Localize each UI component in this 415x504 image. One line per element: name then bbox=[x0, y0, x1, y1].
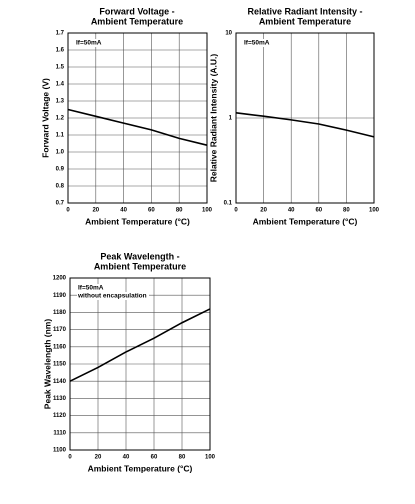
x-tick-label: 0 bbox=[68, 455, 72, 461]
x-tick-label: 100 bbox=[369, 208, 380, 214]
data-line bbox=[67, 108, 208, 146]
y-tick-label: 1.0 bbox=[56, 150, 65, 156]
y-tick-label: 1190 bbox=[53, 293, 67, 299]
x-tick-label: 100 bbox=[202, 208, 213, 214]
y-tick-label: 1170 bbox=[53, 327, 67, 333]
y-tick-label: 1150 bbox=[53, 362, 67, 368]
x-tick-label: 20 bbox=[92, 208, 99, 214]
y-tick-label: 1.7 bbox=[56, 31, 65, 37]
x-tick-label: 60 bbox=[315, 208, 322, 214]
x-tick-label: 100 bbox=[205, 455, 216, 461]
y-tick-label: 1.2 bbox=[56, 116, 65, 122]
y-tick-label: 0.1 bbox=[224, 201, 233, 207]
x-tick-label: 0 bbox=[234, 208, 238, 214]
chart-title: Ambient Temperature bbox=[259, 16, 351, 26]
x-tick-label: 40 bbox=[120, 208, 127, 214]
x-tick-label: 40 bbox=[288, 208, 295, 214]
x-axis-label: Ambient Temperature (°C) bbox=[253, 216, 358, 226]
annotation: If=50mA bbox=[76, 40, 102, 47]
chart: Peak Wavelength -Ambient Temperature 1100… bbox=[42, 251, 215, 473]
y-tick-label: 1.5 bbox=[56, 65, 65, 71]
plot-frame bbox=[67, 32, 208, 204]
y-tick-label: 0.9 bbox=[56, 167, 65, 173]
y-tick-label: 1160 bbox=[53, 344, 67, 350]
y-tick-label: 1.1 bbox=[56, 133, 65, 139]
x-tick-label: 0 bbox=[66, 208, 70, 214]
x-axis-label: Ambient Temperature (°C) bbox=[85, 216, 190, 226]
x-axis-label: Ambient Temperature (°C) bbox=[88, 463, 193, 473]
x-tick-label: 60 bbox=[151, 455, 158, 461]
x-tick-label: 20 bbox=[95, 455, 102, 461]
y-tick-label: 1 bbox=[229, 116, 233, 122]
annotation: without encapsulation bbox=[77, 293, 147, 300]
plot-frame bbox=[235, 32, 375, 204]
annotation: If=50mA bbox=[78, 285, 104, 292]
y-tick-label: 1130 bbox=[53, 396, 67, 402]
y-tick-label: 1.3 bbox=[56, 99, 65, 105]
x-tick-label: 40 bbox=[123, 455, 130, 461]
data-line bbox=[69, 308, 211, 382]
data-line bbox=[235, 112, 375, 138]
chart-title: Ambient Temperature bbox=[94, 261, 186, 271]
chart: Forward Voltage -Ambient Temperature0.70… bbox=[40, 6, 212, 226]
y-tick-label: 1.6 bbox=[56, 48, 65, 54]
y-axis-label: Relative Radiant Intensity (A.U.) bbox=[208, 54, 218, 183]
y-tick-label: 1180 bbox=[53, 310, 67, 316]
y-tick-label: 0.8 bbox=[56, 184, 65, 190]
chart-title: Forward Voltage - bbox=[99, 6, 174, 16]
y-tick-label: 1100 bbox=[53, 448, 67, 454]
y-tick-label: 0.7 bbox=[56, 201, 65, 207]
plot-frame bbox=[69, 277, 211, 451]
x-tick-label: 80 bbox=[179, 455, 186, 461]
annotation-bg bbox=[75, 39, 105, 47]
x-tick-label: 20 bbox=[260, 208, 267, 214]
x-tick-label: 80 bbox=[343, 208, 350, 214]
x-tick-label: 60 bbox=[148, 208, 155, 214]
chart-title: Ambient Temperature bbox=[91, 16, 183, 26]
chart: Relative Radiant Intensity -Ambient Temp… bbox=[208, 6, 379, 226]
y-tick-label: 10 bbox=[225, 31, 232, 37]
x-tick-label: 80 bbox=[176, 208, 183, 214]
y-tick-label: 1140 bbox=[53, 379, 67, 385]
annotation-bg bbox=[77, 284, 107, 292]
y-tick-label: 1200 bbox=[53, 276, 67, 282]
chart-title: Relative Radiant Intensity - bbox=[247, 6, 362, 16]
annotation-bg bbox=[77, 292, 149, 300]
y-axis-label: Forward Voltage (V) bbox=[40, 78, 50, 158]
y-tick-label: 1120 bbox=[53, 413, 67, 419]
y-axis-label: Peak Wavelength (nm) bbox=[42, 319, 52, 410]
y-tick-label: 1.4 bbox=[56, 82, 65, 88]
annotation: If=50mA bbox=[244, 40, 270, 47]
annotation-bg bbox=[243, 39, 273, 47]
y-tick-label: 1110 bbox=[53, 430, 66, 436]
chart-title: Peak Wavelength - bbox=[100, 251, 179, 261]
